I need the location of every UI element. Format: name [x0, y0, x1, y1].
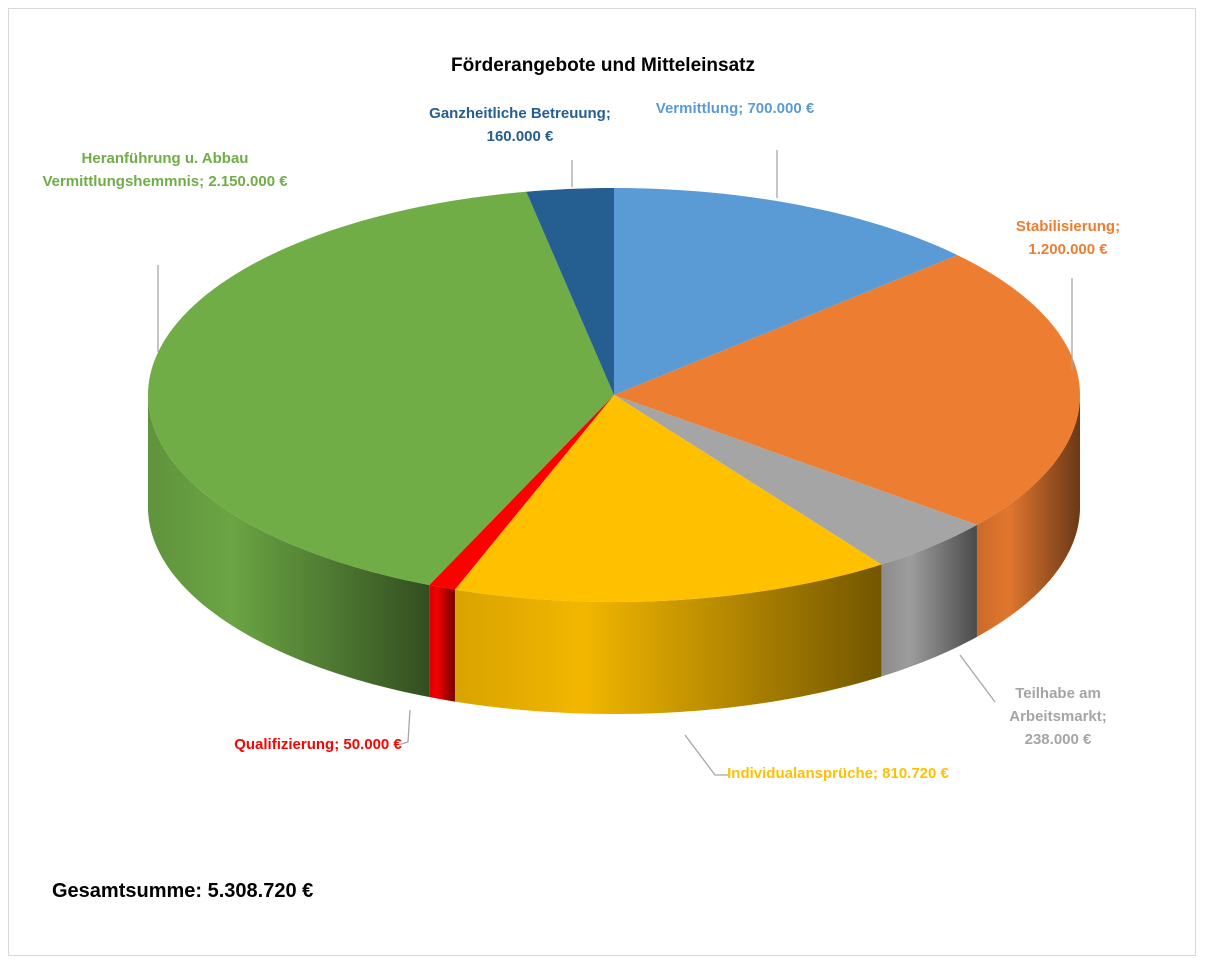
- value-label: 238.000 €: [1024, 731, 1092, 748]
- value-label: 810.720 €: [882, 765, 949, 782]
- leader-lines: [157, 150, 1073, 776]
- total-annotation: Gesamtsumme: 5.308.720 €: [52, 880, 314, 902]
- category-label: Teilhabe am Arbeitsmarkt;: [1009, 685, 1107, 725]
- pie-sides: [148, 395, 1080, 714]
- pie-top: [148, 188, 1080, 602]
- category-label: Individualansprüche;: [727, 765, 878, 782]
- data-label: Individualansprüche; 810.720 €: [718, 762, 958, 785]
- pie-slice: [526, 188, 614, 395]
- data-label: Stabilisierung; 1.200.000 €: [988, 215, 1148, 261]
- slice-side-shade: [881, 524, 977, 677]
- data-label: Heranführung u. Abbau Vermittlungshemmni…: [35, 147, 295, 193]
- chart-title: Förderangebote und Mitteleinsatz: [450, 55, 756, 76]
- pie-slice: [614, 188, 958, 395]
- value-label: 50.000 €: [343, 736, 402, 753]
- pie-slice: [454, 395, 882, 602]
- category-label: Heranführung u. Abbau Vermittlungshemmni…: [42, 150, 249, 190]
- value-label: 2.150.000 €: [208, 173, 288, 190]
- data-label: Teilhabe am Arbeitsmarkt; 238.000 €: [988, 682, 1128, 751]
- slice-side-shade: [429, 585, 455, 702]
- pie-slice: [429, 395, 614, 590]
- slice-side-shade: [454, 564, 882, 714]
- category-label: Ganzheitliche Betreuung;: [429, 105, 611, 122]
- pie-slice: [148, 191, 615, 586]
- data-label: Qualifizierung; 50.000 €: [233, 733, 403, 756]
- chart-frame: [8, 8, 1196, 956]
- category-label: Stabilisierung;: [1015, 218, 1121, 235]
- value-label: 1.200.000 €: [1028, 241, 1108, 258]
- data-label: Ganzheitliche Betreuung; 160.000 €: [428, 102, 613, 148]
- slice-side-shade: [976, 395, 1080, 637]
- category-label: Qualifizierung;: [234, 736, 340, 753]
- slice-side-shade: [148, 395, 430, 698]
- pie-slice: [614, 255, 1080, 525]
- value-label: 700.000 €: [747, 100, 815, 117]
- pie-slice: [614, 395, 977, 565]
- data-label: Vermittlung; 700.000 €: [655, 97, 815, 120]
- category-label: Vermittlung;: [655, 100, 744, 117]
- value-label: 160.000 €: [486, 128, 554, 145]
